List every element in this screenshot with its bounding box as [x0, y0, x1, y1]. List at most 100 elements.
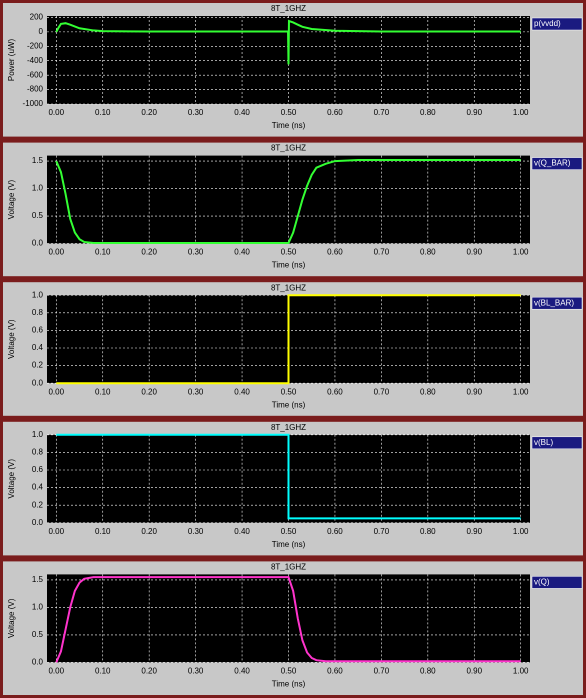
legend-box: [531, 157, 583, 170]
waveform: [56, 433, 521, 520]
x-tick-label: 0.80: [420, 108, 436, 117]
y-axis-label: Voltage (V): [7, 319, 16, 359]
x-tick-label: 1.00: [513, 667, 529, 676]
y-tick-label: 1.0: [32, 184, 44, 193]
x-tick-label: 0.60: [327, 667, 343, 676]
y-tick-label: 0.4: [32, 483, 44, 492]
chart-title: 8T_1GHZ: [271, 283, 306, 292]
x-tick-label: 0.80: [420, 667, 436, 676]
x-axis-label: Time (ns): [272, 121, 306, 130]
y-tick-label: -600: [27, 70, 44, 79]
x-tick-label: 0.70: [374, 667, 390, 676]
legend-box: [531, 436, 583, 450]
x-axis-label: Time (ns): [272, 540, 306, 549]
x-tick-label: 0.50: [281, 527, 297, 536]
y-tick-label: -200: [27, 41, 44, 50]
legend-label: p(vvdd): [534, 19, 561, 28]
x-tick-label: 0.30: [188, 248, 204, 257]
y-axis-label: Power (uW): [7, 39, 16, 82]
x-tick-label: 0.70: [374, 108, 390, 117]
waveform: [55, 159, 521, 245]
x-tick-label: 0.80: [420, 248, 436, 257]
x-tick-label: 0.00: [48, 667, 64, 676]
y-axis-label: Voltage (V): [7, 179, 16, 219]
y-tick-label: 0.0: [32, 658, 44, 667]
x-tick-label: 0.30: [188, 667, 204, 676]
y-tick-label: -800: [27, 85, 44, 94]
y-tick-label: 0.5: [32, 211, 44, 220]
x-tick-label: 1.00: [513, 387, 529, 396]
x-tick-label: 0.30: [188, 108, 204, 117]
x-tick-label: 1.00: [513, 248, 529, 257]
x-axis-label: Time (ns): [272, 680, 306, 689]
x-tick-label: 0.80: [420, 387, 436, 396]
x-tick-label: 0.50: [281, 248, 297, 257]
waveform: [56, 294, 521, 385]
x-tick-label: 0.20: [141, 527, 157, 536]
x-tick-label: 0.20: [141, 667, 157, 676]
y-tick-label: 0.6: [32, 326, 44, 335]
x-tick-label: 0.90: [466, 108, 482, 117]
x-tick-label: 1.00: [513, 527, 529, 536]
x-tick-label: 0.50: [281, 667, 297, 676]
legend-label: v(BL_BAR): [534, 298, 574, 307]
x-tick-label: 0.10: [95, 108, 111, 117]
legend-box: [531, 17, 583, 31]
x-tick-label: 0.00: [48, 527, 64, 536]
x-tick-label: 0.90: [466, 387, 482, 396]
waveform: [55, 576, 521, 663]
x-axis-label: Time (ns): [272, 400, 306, 409]
x-tick-label: 0.30: [188, 387, 204, 396]
y-tick-label: 0.8: [32, 448, 44, 457]
y-tick-label: 0.5: [32, 630, 44, 639]
x-tick-label: 0.40: [234, 667, 250, 676]
y-tick-label: 0.6: [32, 465, 44, 474]
x-tick-label: 0.90: [466, 667, 482, 676]
y-tick-label: 0.0: [32, 239, 44, 248]
y-tick-label: 0.0: [32, 518, 44, 527]
y-tick-label: 0: [39, 27, 44, 36]
x-tick-label: 0.50: [281, 108, 297, 117]
x-tick-label: 0.00: [48, 387, 64, 396]
x-tick-label: 0.60: [327, 248, 343, 257]
x-tick-label: 0.40: [234, 387, 250, 396]
y-tick-label: 1.5: [32, 575, 44, 584]
chart-title: 8T_1GHZ: [271, 144, 306, 153]
x-tick-label: 0.40: [234, 248, 250, 257]
legend-label: v(Q): [534, 578, 550, 587]
x-tick-label: 0.10: [95, 387, 111, 396]
y-tick-label: 0.4: [32, 343, 44, 352]
chart-title: 8T_1GHZ: [271, 423, 306, 432]
x-tick-label: 0.70: [374, 527, 390, 536]
legend-label: v(Q_BAR): [534, 159, 571, 168]
x-tick-label: 1.00: [513, 108, 529, 117]
y-axis-label: Voltage (V): [7, 459, 16, 499]
x-tick-label: 0.00: [48, 108, 64, 117]
y-tick-label: 1.0: [32, 430, 44, 439]
legend-label: v(BL): [534, 438, 553, 447]
x-tick-label: 0.40: [234, 108, 250, 117]
chart-title: 8T_1GHZ: [271, 563, 306, 572]
legend-box: [531, 576, 583, 589]
x-tick-label: 0.20: [141, 248, 157, 257]
y-tick-label: 0.2: [32, 500, 44, 509]
x-tick-label: 0.20: [141, 387, 157, 396]
y-tick-label: -1000: [23, 99, 44, 108]
x-tick-label: 0.70: [374, 387, 390, 396]
chart-title: 8T_1GHZ: [271, 4, 306, 13]
y-tick-label: 0.0: [32, 378, 44, 387]
x-tick-label: 0.60: [327, 527, 343, 536]
x-tick-label: 0.60: [327, 387, 343, 396]
y-tick-label: 0.2: [32, 361, 44, 370]
x-tick-label: 0.10: [95, 667, 111, 676]
x-tick-label: 0.20: [141, 108, 157, 117]
y-tick-label: -400: [27, 56, 44, 65]
legend-box: [531, 296, 583, 310]
y-tick-label: 1.0: [32, 290, 44, 299]
x-tick-label: 0.90: [466, 527, 482, 536]
x-tick-label: 0.60: [327, 108, 343, 117]
x-tick-label: 0.80: [420, 527, 436, 536]
y-tick-label: 0.8: [32, 308, 44, 317]
y-axis-label: Voltage (V): [7, 598, 16, 638]
